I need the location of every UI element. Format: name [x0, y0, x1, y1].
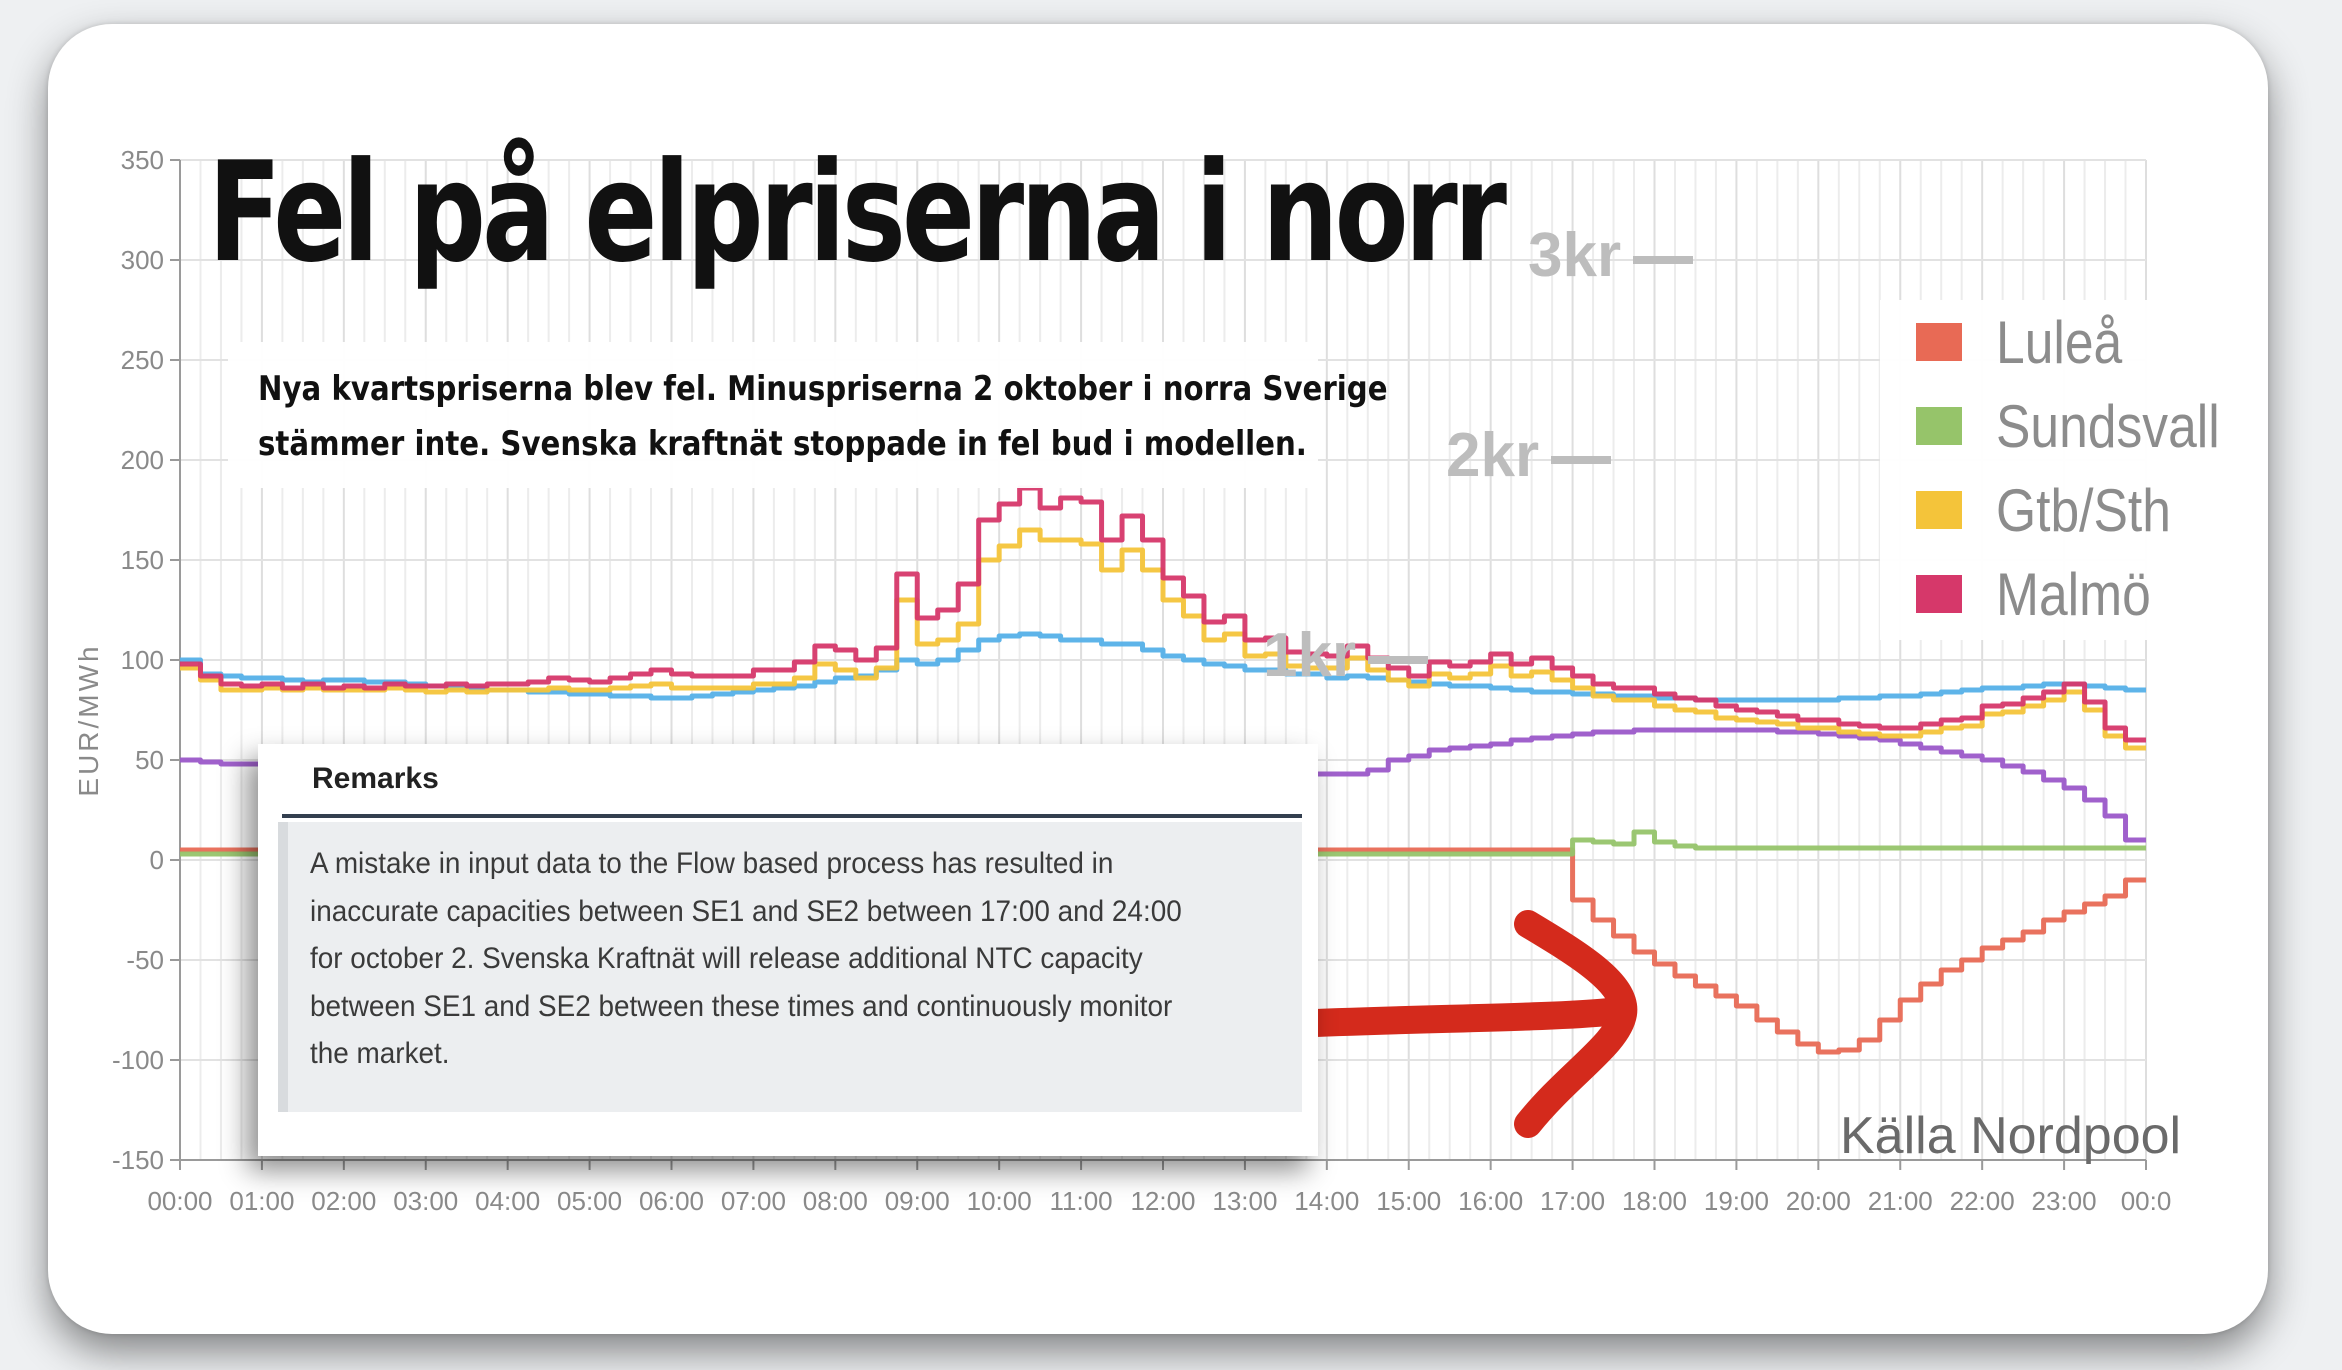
x-tick-label: 00:00	[147, 1186, 212, 1216]
chart-title: Fel på elpriserna i norr	[208, 132, 1507, 293]
legend-label: Luleå	[1996, 308, 2123, 376]
x-tick-label: 23:00	[2032, 1186, 2097, 1216]
y-tick-label: 0	[150, 845, 164, 875]
x-tick-label: 09:00	[885, 1186, 950, 1216]
arrow-head	[1514, 910, 1638, 1138]
source-note: Källa Nordpool	[1840, 1107, 2182, 1165]
y-tick-label: 250	[121, 345, 164, 375]
price-mark-dash	[1551, 455, 1612, 464]
subtitle-box: Nya kvartspriserna blev fel. Minuspriser…	[228, 342, 1388, 488]
x-tick-label: 11:00	[1050, 1186, 1113, 1216]
x-tick-label: 20:00	[1786, 1186, 1851, 1216]
legend-item-sundsvall: Sundsvall	[1916, 393, 2256, 460]
legend-label: Gtb/Sth	[1996, 476, 2171, 544]
price-mark-1kr: 1kr	[1263, 620, 1429, 691]
x-tick-label: 21:00	[1868, 1186, 1933, 1216]
x-tick-label: 06:00	[639, 1186, 704, 1216]
price-mark-3kr: 3kr	[1528, 220, 1694, 291]
y-tick-label: 300	[121, 245, 164, 275]
chart-card: 350 300 250 200 150 100 50 0 -50 -100 -150 EUR/MWh 0…	[48, 24, 2268, 1334]
x-tick-label: 22:00	[1950, 1186, 2015, 1216]
x-tick-label: 01:00	[229, 1186, 294, 1216]
remarks-line: A mistake in input data to the Flow base…	[310, 847, 1114, 880]
y-tick-label: 50	[135, 745, 164, 775]
y-tick-label: -150	[112, 1145, 164, 1175]
legend-item-lulea: Luleå	[1916, 309, 2143, 376]
x-tick-label: 16:00	[1458, 1186, 1523, 1216]
x-tick-label: 02:00	[311, 1186, 376, 1216]
legend-label: Malmö	[1996, 560, 2151, 628]
remarks-title: Remarks	[312, 762, 439, 795]
arrow-shaft	[1276, 998, 1622, 1038]
remarks-panel: Remarks A mistake in input data to the F…	[258, 744, 1318, 1156]
x-tick-label: 00:0	[2121, 1186, 2172, 1216]
legend: Luleå Sundsvall Gtb/Sth Malmö	[1880, 300, 2220, 640]
y-tick-label: 350	[121, 145, 164, 175]
legend-swatch	[1916, 575, 1962, 613]
y-tick-label: -100	[112, 1045, 164, 1075]
remarks-line: inaccurate capacities between SE1 and SE…	[310, 894, 1182, 928]
remarks-body: A mistake in input data to the Flow base…	[278, 822, 1302, 1112]
price-mark-label: 2kr	[1446, 421, 1540, 490]
x-tick-label: 05:00	[557, 1186, 622, 1216]
remarks-line: the market.	[310, 1037, 450, 1070]
x-tick-label: 18:00	[1622, 1186, 1687, 1216]
legend-swatch	[1916, 323, 1962, 361]
x-tick-label: 14:00	[1294, 1186, 1359, 1216]
x-tick-label: 17:00	[1540, 1186, 1605, 1216]
legend-label: Sundsvall	[1996, 392, 2220, 460]
legend-item-malmo: Malmö	[1916, 561, 2176, 628]
x-tick-label: 10:00	[967, 1186, 1032, 1216]
x-tick-label: 12:00	[1130, 1186, 1195, 1216]
legend-swatch	[1916, 407, 1962, 445]
remarks-line: between SE1 and SE2 between these times …	[310, 989, 1173, 1023]
legend-swatch	[1916, 491, 1962, 529]
x-tick-label: 04:00	[475, 1186, 540, 1216]
y-axis-label: EUR/MWh	[73, 643, 104, 796]
y-tick-label: 100	[121, 645, 164, 675]
price-mark-2kr: 2kr	[1446, 420, 1612, 491]
legend-item-gtb-sth: Gtb/Sth	[1916, 477, 2199, 544]
remarks-line: for october 2. Svenska Kraftnät will rel…	[310, 942, 1143, 975]
x-tick-label: 07:00	[721, 1186, 786, 1216]
price-mark-label: 3kr	[1528, 221, 1622, 290]
price-mark-label: 1kr	[1263, 621, 1357, 690]
price-mark-dash	[1368, 655, 1429, 664]
x-tick-label: 08:00	[803, 1186, 868, 1216]
x-tick-label: 13:00	[1212, 1186, 1277, 1216]
x-tick-label: 15:00	[1376, 1186, 1441, 1216]
subtitle-line: stämmer inte. Svenska kraftnät stoppade …	[258, 424, 1307, 464]
series-line	[180, 485, 2146, 743]
y-tick-label: -50	[126, 945, 164, 975]
x-tick-label: 19:00	[1704, 1186, 1769, 1216]
remarks-divider	[282, 814, 1302, 818]
x-tick-label: 03:00	[393, 1186, 458, 1216]
y-tick-label: 200	[121, 445, 164, 475]
price-mark-dash	[1633, 255, 1694, 264]
y-tick-label: 150	[121, 545, 164, 575]
subtitle-line: Nya kvartspriserna blev fel. Minuspriser…	[258, 369, 1388, 409]
